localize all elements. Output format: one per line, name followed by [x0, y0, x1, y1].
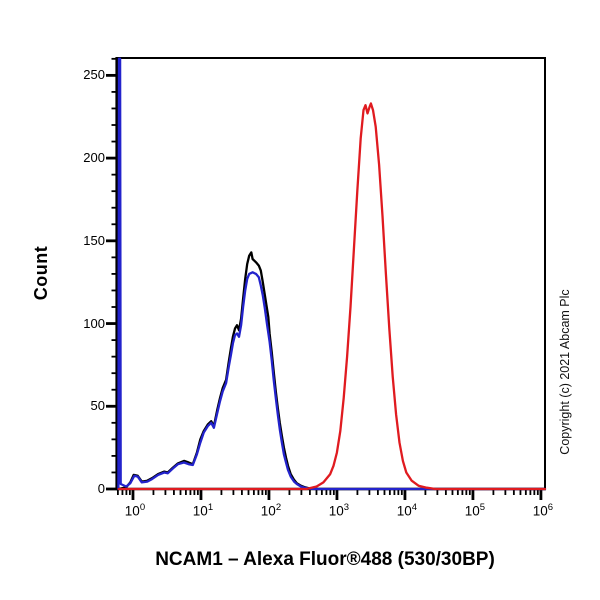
y-tick-label: 50 — [90, 398, 105, 414]
black-curve — [117, 251, 547, 491]
y-tick-label: 200 — [83, 150, 105, 166]
x-tick-label: 101 — [192, 502, 214, 519]
y-tick-label: 150 — [83, 232, 105, 248]
plot-frame — [116, 57, 546, 490]
x-tick-label: 105 — [464, 502, 486, 519]
blue-curve — [117, 57, 547, 491]
y-tick-label: 100 — [83, 315, 105, 331]
y-tick-label: 0 — [97, 481, 105, 496]
x-tick-label: 102 — [260, 502, 282, 519]
x-tick-label: 100 — [124, 502, 146, 519]
x-tick-label: 103 — [328, 502, 350, 519]
y-axis-label: Count — [31, 245, 51, 301]
x-tick-label: 104 — [396, 502, 418, 519]
red-curve — [117, 102, 547, 491]
copyright-notice: Copyright (c) 2021 Abcam Plc — [558, 289, 572, 455]
y-tick-label: 250 — [83, 67, 105, 83]
chart-title: NCAM1 – Alexa Fluor®488 (530/30BP) — [155, 549, 495, 570]
x-tick-label: 106 — [532, 502, 554, 519]
